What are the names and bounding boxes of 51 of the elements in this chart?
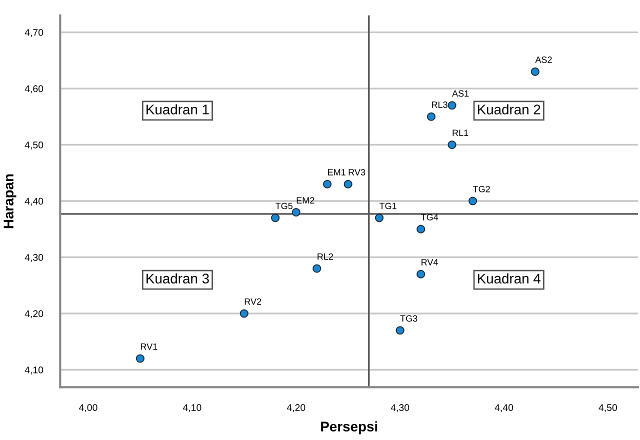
annotation: TG5 [276, 202, 292, 210]
x-tick-label: 4,50 [598, 404, 618, 412]
annotation: RV4 [422, 259, 438, 266]
annotation: RL2 [318, 253, 334, 260]
point [312, 264, 322, 273]
y-tick-label: 4,50 [24, 142, 44, 150]
x-tick-label: 4,30 [390, 404, 410, 412]
point [323, 180, 332, 188]
annotation: RV3 [348, 169, 366, 176]
point [396, 326, 404, 335]
x-tick-label: 4,00 [78, 404, 98, 412]
annotation: Kuadran 3 [146, 273, 209, 284]
annotation: Kuadran 1 [146, 104, 209, 114]
point [448, 140, 456, 150]
y-axis-title: Harapan [4, 174, 16, 228]
annotation: TG4 [421, 214, 438, 220]
annotation: RV1 [140, 343, 158, 350]
annotation: EM1 [328, 169, 346, 176]
point [426, 112, 436, 121]
point [271, 214, 280, 222]
point [416, 224, 426, 234]
y-tick-label: 4,10 [24, 366, 44, 375]
x-tick-label: 4,20 [286, 404, 306, 412]
annotation: Kuadran 4 [478, 273, 540, 284]
x-tick-label: 4,10 [182, 404, 202, 412]
y-tick-label: 4,20 [24, 310, 44, 318]
annotation: RV2 [244, 298, 262, 305]
point [374, 214, 384, 222]
y-tick-label: 4,60 [24, 85, 44, 94]
annotation: TG2 [473, 186, 490, 192]
annotation: TG3 [400, 315, 418, 322]
x-tick-label: 4,40 [494, 404, 514, 412]
point [530, 67, 540, 76]
x-axis-title: Persepsi [321, 421, 378, 434]
annotation: AS2 [535, 56, 552, 63]
annotation: RL1 [452, 130, 468, 136]
point [292, 208, 300, 217]
y-tick-label: 4,70 [24, 29, 44, 38]
point [416, 270, 426, 278]
annotation: TG1 [379, 202, 396, 210]
point [344, 180, 352, 188]
annotation: AS1 [452, 90, 469, 97]
y-tick-label: 4,30 [24, 254, 44, 262]
annotation: RL3 [432, 102, 448, 108]
point [468, 196, 478, 206]
point [448, 101, 456, 110]
point [136, 354, 144, 363]
y-tick-label: 4,40 [24, 198, 44, 206]
point [240, 309, 248, 318]
annotation: EM2 [296, 197, 314, 204]
annotation: Kuadran 2 [478, 104, 540, 114]
